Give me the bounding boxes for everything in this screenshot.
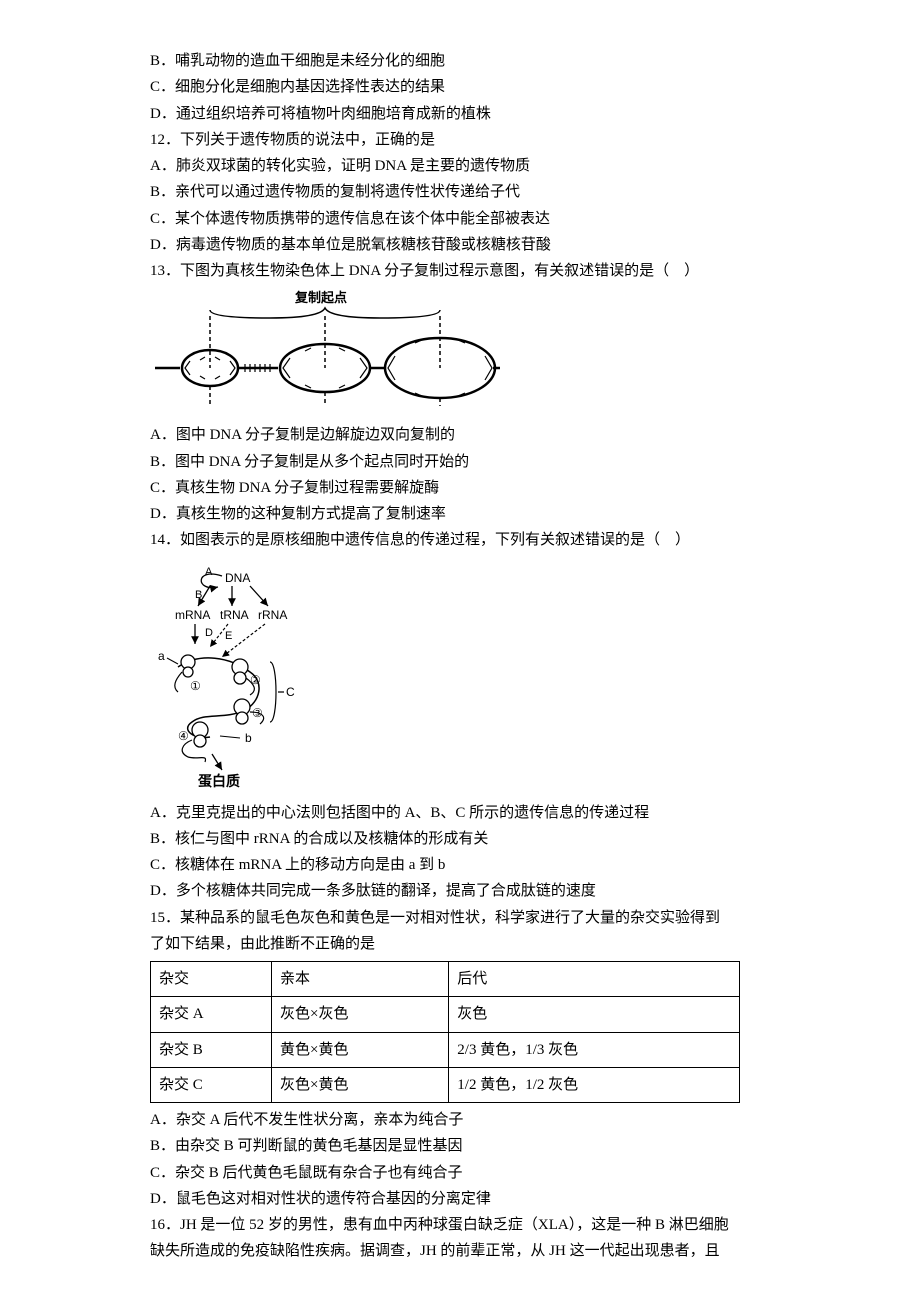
fig13-label: 复制起点 bbox=[294, 290, 347, 305]
svg-text:蛋白质: 蛋白质 bbox=[198, 773, 240, 790]
arrow-protein bbox=[212, 754, 222, 770]
exam-page: B．哺乳动物的造血干细胞是未经分化的细胞 C．细胞分化是细胞内基因选择性表达的结… bbox=[0, 0, 920, 1313]
table-row: 杂交 A 灰色×灰色 灰色 bbox=[151, 997, 740, 1032]
cell: 黄色×黄色 bbox=[272, 1032, 449, 1067]
svg-text:D: D bbox=[205, 627, 213, 639]
svg-text:tRNA: tRNA bbox=[220, 608, 249, 622]
q14-opt-a: A．克里克提出的中心法则包括图中的 A、B、C 所示的遗传信息的传递过程 bbox=[150, 800, 770, 826]
q12-opt-b: B．亲代可以通过遗传物质的复制将遗传性状传递给子代 bbox=[150, 179, 770, 205]
q14-opt-b: B．核仁与图中 rRNA 的合成以及核糖体的形成有关 bbox=[150, 826, 770, 852]
table-row: 杂交 C 灰色×黄色 1/2 黄色，1/2 灰色 bbox=[151, 1067, 740, 1102]
svg-text:A: A bbox=[205, 566, 213, 578]
svg-text:④: ④ bbox=[178, 729, 189, 743]
th-cross: 杂交 bbox=[151, 962, 272, 997]
cell: 灰色 bbox=[449, 997, 740, 1032]
q12-opt-a: A．肺炎双球菌的转化实验，证明 DNA 是主要的遗传物质 bbox=[150, 153, 770, 179]
table-header-row: 杂交 亲本 后代 bbox=[151, 962, 740, 997]
q14-opt-c: C．核糖体在 mRNA 上的移动方向是由 a 到 b bbox=[150, 852, 770, 878]
q13-opt-c: C．真核生物 DNA 分子复制过程需要解旋酶 bbox=[150, 475, 770, 501]
q12-stem: 12．下列关于遗传物质的说法中，正确的是 bbox=[150, 127, 770, 153]
brace-c bbox=[270, 662, 284, 722]
cell: 杂交 A bbox=[151, 997, 272, 1032]
svg-text:C: C bbox=[286, 685, 295, 699]
svg-text:mRNA: mRNA bbox=[175, 608, 210, 622]
th-offspring: 后代 bbox=[449, 962, 740, 997]
table-row: 杂交 B 黄色×黄色 2/3 黄色，1/3 灰色 bbox=[151, 1032, 740, 1067]
leader-a bbox=[167, 658, 178, 664]
svg-text:a: a bbox=[158, 649, 165, 663]
cell: 灰色×灰色 bbox=[272, 997, 449, 1032]
q16-line-2: 缺失所造成的免疫缺陷性疾病。据调查，JH 的前辈正常，从 JH 这一代起出现患者… bbox=[150, 1238, 770, 1264]
cell: 1/2 黄色，1/2 灰色 bbox=[449, 1067, 740, 1102]
cell: 2/3 黄色，1/3 灰色 bbox=[449, 1032, 740, 1067]
q12-opt-d: D．病毒遗传物质的基本单位是脱氧核糖核苷酸或核糖核苷酸 bbox=[150, 232, 770, 258]
q15-table: 杂交 亲本 后代 杂交 A 灰色×灰色 灰色 杂交 B 黄色×黄色 2/3 黄色… bbox=[150, 961, 740, 1103]
th-parent: 亲本 bbox=[272, 962, 449, 997]
q11-opt-d: D．通过组织培养可将植物叶肉细胞培育成新的植株 bbox=[150, 101, 770, 127]
svg-text:①: ① bbox=[190, 679, 201, 693]
svg-text:b: b bbox=[245, 731, 252, 745]
arrow-b3 bbox=[250, 586, 268, 606]
q15-opt-b: B．由杂交 B 可判断鼠的黄色毛基因是显性基因 bbox=[150, 1133, 770, 1159]
svg-text:rRNA: rRNA bbox=[258, 608, 287, 622]
q15-opt-c: C．杂交 B 后代黄色毛鼠既有杂合子也有纯合子 bbox=[150, 1160, 770, 1186]
svg-text:B: B bbox=[195, 589, 202, 601]
q13-stem: 13．下图为真核生物染色体上 DNA 分子复制过程示意图，有关叙述错误的是（ ） bbox=[150, 258, 770, 284]
q13-opt-a: A．图中 DNA 分子复制是边解旋边双向复制的 bbox=[150, 422, 770, 448]
q13-opt-d: D．真核生物的这种复制方式提高了复制速率 bbox=[150, 501, 770, 527]
q16-line-1: 16．JH 是一位 52 岁的男性，患有血中丙种球蛋白缺乏症（XLA），这是一种… bbox=[150, 1212, 770, 1238]
q13-opt-b: B．图中 DNA 分子复制是从多个起点同时开始的 bbox=[150, 449, 770, 475]
cell: 灰色×黄色 bbox=[272, 1067, 449, 1102]
q15-opt-a: A．杂交 A 后代不发生性状分离，亲本为纯合子 bbox=[150, 1107, 770, 1133]
q14-stem: 14．如图表示的是原核细胞中遗传信息的传递过程，下列有关叙述错误的是（ ） bbox=[150, 527, 770, 553]
q11-opt-c: C．细胞分化是细胞内基因选择性表达的结果 bbox=[150, 74, 770, 100]
svg-text:③: ③ bbox=[252, 706, 263, 720]
q15-stem-1: 15．某种品系的鼠毛色灰色和黄色是一对相对性状，科学家进行了大量的杂交实验得到 bbox=[150, 905, 770, 931]
cell: 杂交 B bbox=[151, 1032, 272, 1067]
svg-text:DNA: DNA bbox=[225, 571, 250, 585]
svg-text:E: E bbox=[225, 630, 232, 642]
q15-stem-2: 了如下结果，由此推断不正确的是 bbox=[150, 931, 770, 957]
cell: 杂交 C bbox=[151, 1067, 272, 1102]
svg-text:②: ② bbox=[250, 673, 261, 687]
q14-figure: DNA A B mRNA tRNA rRNA D E a bbox=[150, 562, 770, 792]
q14-opt-d: D．多个核糖体共同完成一条多肽链的翻译，提高了合成肽链的速度 bbox=[150, 878, 770, 904]
q11-opt-b: B．哺乳动物的造血干细胞是未经分化的细胞 bbox=[150, 48, 770, 74]
q13-figure: 复制起点 bbox=[150, 288, 770, 418]
leader-b bbox=[220, 736, 240, 738]
q15-opt-d: D．鼠毛色这对相对性状的遗传符合基因的分离定律 bbox=[150, 1186, 770, 1212]
q12-opt-c: C．某个体遗传物质携带的遗传信息在该个体中能全部被表达 bbox=[150, 206, 770, 232]
